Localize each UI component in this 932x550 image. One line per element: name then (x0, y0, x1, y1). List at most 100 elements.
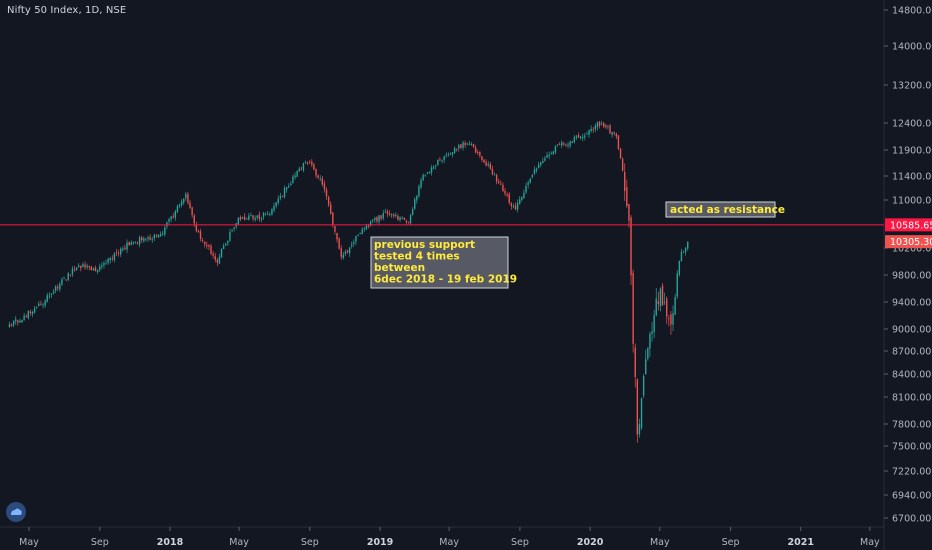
candle-body (222, 245, 225, 250)
support-annotation-line: 6dec 2018 - 19 feb 2019 (374, 274, 517, 286)
candle-body (48, 295, 51, 297)
candle-body (243, 216, 246, 220)
candle-body (372, 220, 374, 222)
x-tick-label: May (860, 537, 880, 548)
x-tick-label: May (650, 537, 670, 548)
candle-body (342, 254, 345, 259)
candle-body (582, 137, 584, 139)
candle-body (388, 213, 391, 215)
candle-body (630, 217, 632, 276)
candle-body (586, 133, 588, 135)
candle-body (155, 235, 158, 237)
candle-body (359, 232, 361, 234)
candle-body (239, 217, 242, 220)
candle-body (603, 122, 605, 127)
candle-body (330, 204, 332, 214)
candle-body (510, 203, 513, 207)
candle-body (292, 176, 294, 184)
candle-body (502, 184, 504, 192)
candles (8, 120, 689, 443)
candle-body (432, 167, 435, 169)
candle-body (487, 164, 489, 166)
candle-body (529, 178, 531, 183)
candle-body (19, 320, 21, 323)
candle-body (117, 252, 120, 254)
candle-body (31, 311, 34, 314)
candle-body (145, 238, 147, 240)
candle-body (260, 218, 263, 220)
candle-body (514, 205, 517, 210)
resistance-price-label: 10585.65 (890, 220, 932, 231)
y-tick-label: 12400.00 (892, 119, 932, 130)
candle-body (80, 265, 82, 269)
candle-body (449, 153, 452, 155)
candle-body (334, 225, 336, 232)
candle-body (241, 217, 244, 219)
candle-body (71, 268, 74, 275)
candle-body (355, 235, 357, 242)
candle-body (485, 161, 487, 166)
candle-body (611, 132, 613, 136)
candle-body (323, 183, 326, 190)
candle-body (311, 161, 313, 165)
candle-body (565, 144, 567, 146)
candle-body (166, 222, 168, 227)
candle-body (174, 211, 177, 218)
candle-body (573, 136, 576, 142)
candle-body (397, 215, 399, 220)
candle-body (187, 193, 189, 204)
candle-body (390, 214, 393, 216)
candle-body (598, 121, 601, 126)
candle-body (36, 306, 38, 308)
candle-body (489, 164, 492, 169)
candle-body (126, 242, 128, 250)
candle-body (124, 247, 126, 250)
y-tick-label: 7220.00 (892, 467, 931, 478)
candle-body (678, 260, 681, 275)
candle-body (426, 173, 429, 175)
candle-body (647, 347, 649, 359)
candle-body (479, 151, 481, 156)
candle-body (491, 168, 494, 175)
candle-body (546, 155, 548, 158)
candle-body (516, 202, 519, 210)
candle-body (642, 376, 645, 396)
candle-body (147, 237, 149, 239)
candle-body (401, 217, 403, 219)
candle-body (143, 238, 145, 241)
candle-body (185, 194, 187, 199)
candle-body (130, 242, 132, 245)
candle-body (164, 227, 166, 235)
x-tick-label: May (229, 537, 249, 548)
candle-body (672, 313, 674, 325)
candle-body (290, 183, 292, 186)
candle-body (407, 221, 410, 223)
candle-body (101, 265, 103, 267)
candle-body (645, 359, 647, 375)
candle-body (353, 242, 355, 244)
candle-body (462, 142, 464, 148)
candle-body (439, 159, 441, 161)
candle-body (262, 212, 265, 217)
tradingview-logo-icon[interactable] (6, 502, 26, 522)
candle-body (162, 233, 164, 235)
candle-body (498, 181, 500, 184)
candle-body (273, 205, 275, 211)
candle-body (304, 161, 307, 163)
candle-body (42, 304, 44, 306)
candle-body (107, 258, 109, 263)
candle-body (594, 125, 597, 130)
candle-body (418, 186, 420, 196)
candle-body (653, 315, 655, 333)
candle-body (464, 143, 466, 146)
candle-body (82, 264, 84, 267)
candle-body (21, 319, 23, 323)
candle-body (204, 241, 206, 245)
candle-body (592, 128, 594, 130)
candle-body (180, 201, 183, 206)
candle-body (302, 163, 305, 171)
candle-body (414, 199, 416, 209)
candle-body (605, 125, 607, 128)
candle-body (63, 277, 65, 279)
